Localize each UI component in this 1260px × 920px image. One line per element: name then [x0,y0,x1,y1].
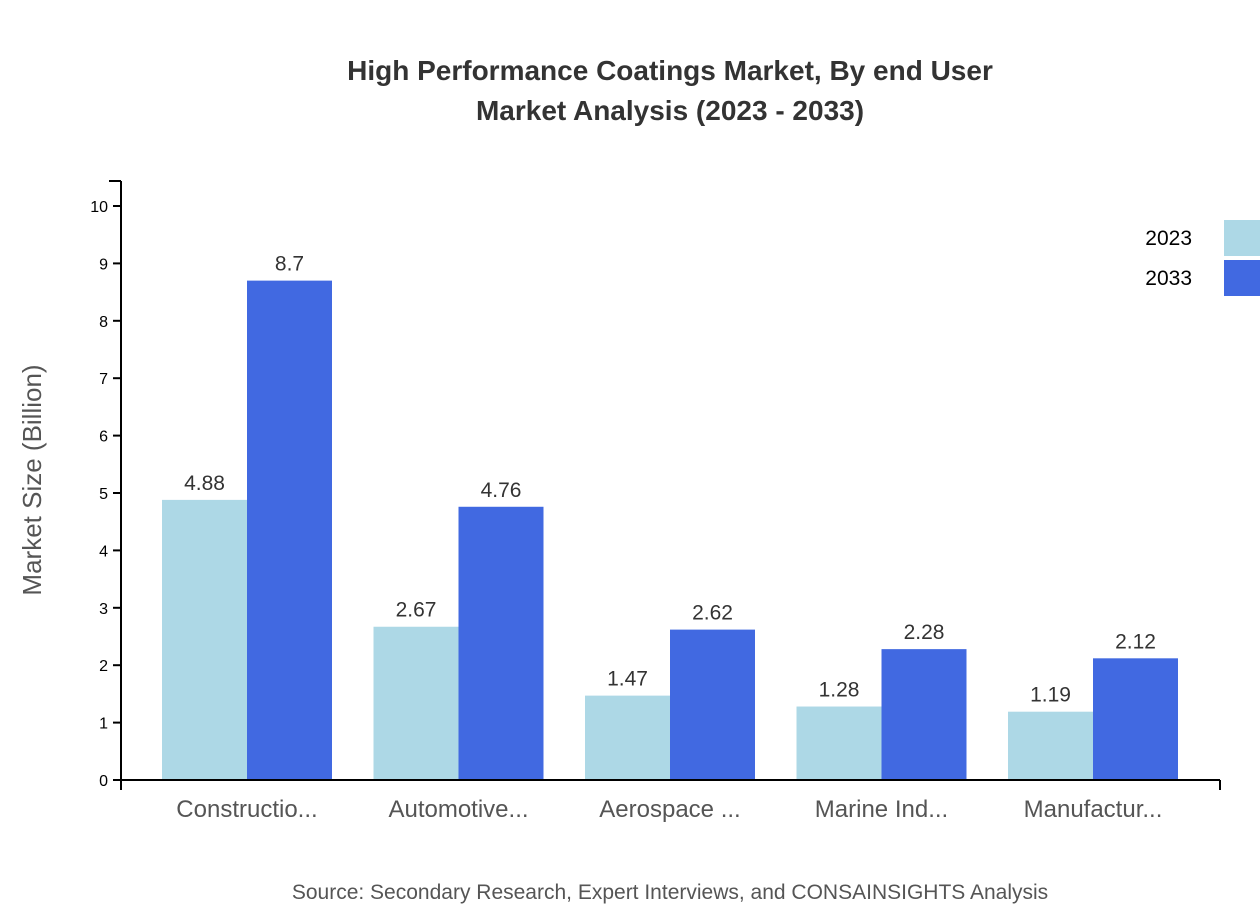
y-tick-label: 10 [90,199,108,216]
data-label: 2.62 [692,602,733,625]
bar-2033-1 [458,506,544,780]
bar-2023-1 [373,626,459,780]
x-tick-label: Marine Ind... [815,796,948,823]
x-tick-label: Constructio... [176,796,317,823]
chart-title-line-1: High Performance Coatings Market, By end… [347,55,993,86]
bar-2033-2 [670,629,755,780]
data-label: 1.47 [607,668,648,691]
y-tick-label: 4 [99,543,108,560]
data-label: 2.67 [396,599,437,622]
data-label: 8.7 [275,253,304,276]
data-label: 1.19 [1030,684,1071,707]
chart-title-line-2: Market Analysis (2023 - 2033) [476,95,864,126]
source-note: Source: Secondary Research, Expert Inter… [292,881,1048,904]
data-label: 4.88 [184,472,225,495]
y-tick-label: 2 [99,658,108,675]
bar-2023-0 [162,499,247,780]
y-axis-label: Market Size (Billion) [17,364,47,595]
x-tick-label: Aerospace ... [599,796,740,823]
y-tick-label: 5 [99,486,108,503]
legend-label: 2023 [1145,227,1192,250]
y-axis: 0 1 2 3 4 5 6 7 8 9 10 [90,180,122,790]
data-label: 1.28 [819,679,860,702]
data-label: 2.28 [904,621,945,644]
legend: 2023 2033 [1145,220,1260,296]
bar-2023-4 [1008,711,1093,780]
data-label: 4.76 [481,479,522,502]
x-tick-label: Automotive... [388,796,528,823]
y-tick-label: 1 [99,716,108,733]
bar-2023-3 [796,706,882,780]
y-tick-label: 7 [99,371,108,388]
bar-2023-2 [585,695,670,780]
legend-swatch-2023 [1224,220,1260,256]
data-label: 2.12 [1115,630,1156,653]
bars: 4.88 8.7 2.67 4.76 1.47 2.62 1.28 2.28 1.19 2.12 [162,253,1178,780]
x-tick-label: Manufactur... [1024,796,1163,823]
y-tick-label: 9 [99,256,108,273]
bar-2033-3 [881,649,967,780]
legend-swatch-2033 [1224,260,1260,296]
y-tick-label: 0 [99,773,108,790]
bar-2033-4 [1093,658,1178,780]
x-axis: Constructio... Automotive... Aerospace ...… [120,779,1221,823]
y-tick-label: 8 [99,314,108,331]
y-tick-label: 6 [99,429,108,446]
y-tick-label: 3 [99,601,108,618]
legend-label: 2033 [1145,267,1192,290]
bar-2033-0 [247,280,332,780]
